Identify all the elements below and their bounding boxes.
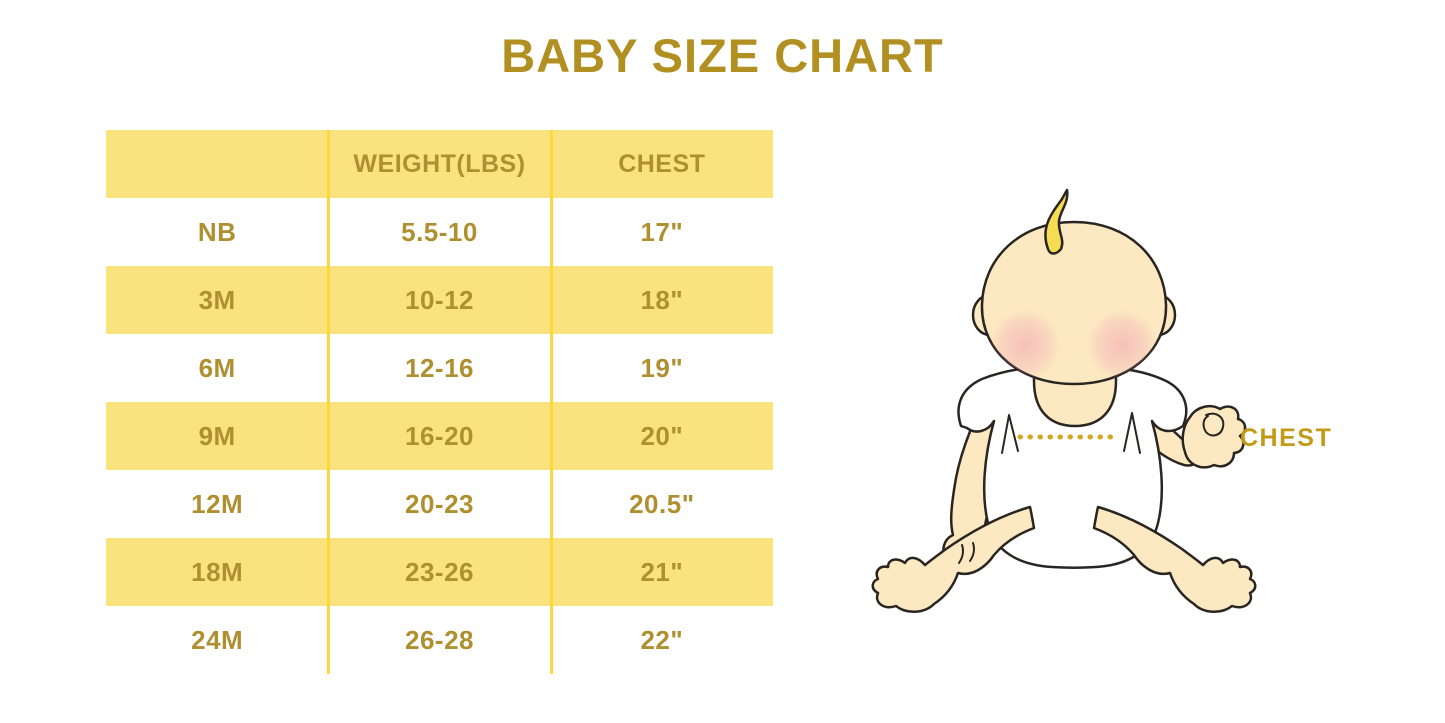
table-header-cell: WEIGHT(LBS) [353, 149, 526, 178]
table-header-row: WEIGHT(LBS) CHEST [106, 130, 773, 198]
table-cell: 6M [198, 352, 236, 383]
table-row: 3M 10-12 18" [106, 266, 773, 334]
table-cell: 20-23 [404, 488, 474, 519]
table-row: 24M 26-28 22" [106, 606, 773, 674]
baby-right-leg [1092, 505, 1257, 613]
right-sleeve-notch [1123, 412, 1141, 454]
table-cell: 26-28 [404, 624, 474, 655]
table-cell: 12-16 [404, 352, 474, 383]
size-table: WEIGHT(LBS) CHEST NB 5.5-10 17" 3M 10-12 18" 6M 1… [106, 130, 773, 674]
table-row: 18M 23-26 21" [106, 538, 773, 606]
table-row: NB 5.5-10 17" [106, 198, 773, 266]
table-cell: NB [197, 216, 237, 247]
table-row: 9M 16-20 20" [106, 402, 773, 470]
baby-left-leg [871, 505, 1036, 613]
table-cell: 21" [640, 556, 684, 587]
column-divider [327, 130, 330, 674]
table-cell: 18M [191, 556, 244, 587]
table-cell: 9M [198, 420, 236, 451]
table-cell: 3M [198, 284, 236, 315]
table-cell: 16-20 [404, 420, 474, 451]
table-cell: 12M [191, 488, 244, 519]
baby-finger-lines [958, 542, 975, 564]
baby-fist [1181, 405, 1247, 469]
table-cell: 10-12 [404, 284, 474, 315]
table-cell: 5.5-10 [401, 216, 478, 247]
table-cell: 23-26 [404, 556, 474, 587]
baby-thumb-line [1202, 412, 1225, 437]
table-cell: 18" [640, 284, 684, 315]
left-sleeve-notch [1001, 414, 1019, 454]
table-row: 12M 20-23 20.5" [106, 470, 773, 538]
table-cell: 20" [640, 420, 684, 451]
chest-measurement-label: CHEST [1240, 424, 1333, 452]
column-divider [550, 130, 553, 674]
table-cell: 22" [640, 624, 684, 655]
baby-illustration-svg [871, 188, 1257, 613]
table-header-cell: CHEST [618, 149, 706, 178]
table-cell: 24M [191, 624, 244, 655]
page-title: BABY SIZE CHART [501, 29, 944, 82]
table-cell: 17" [640, 216, 684, 247]
baby-hair-curl [1044, 188, 1069, 255]
baby-illustration [870, 155, 1350, 635]
table-row: 6M 12-16 19" [106, 334, 773, 402]
table-header-cell [106, 130, 328, 198]
table-cell: 19" [640, 352, 684, 383]
table-cell: 20.5" [629, 488, 695, 519]
